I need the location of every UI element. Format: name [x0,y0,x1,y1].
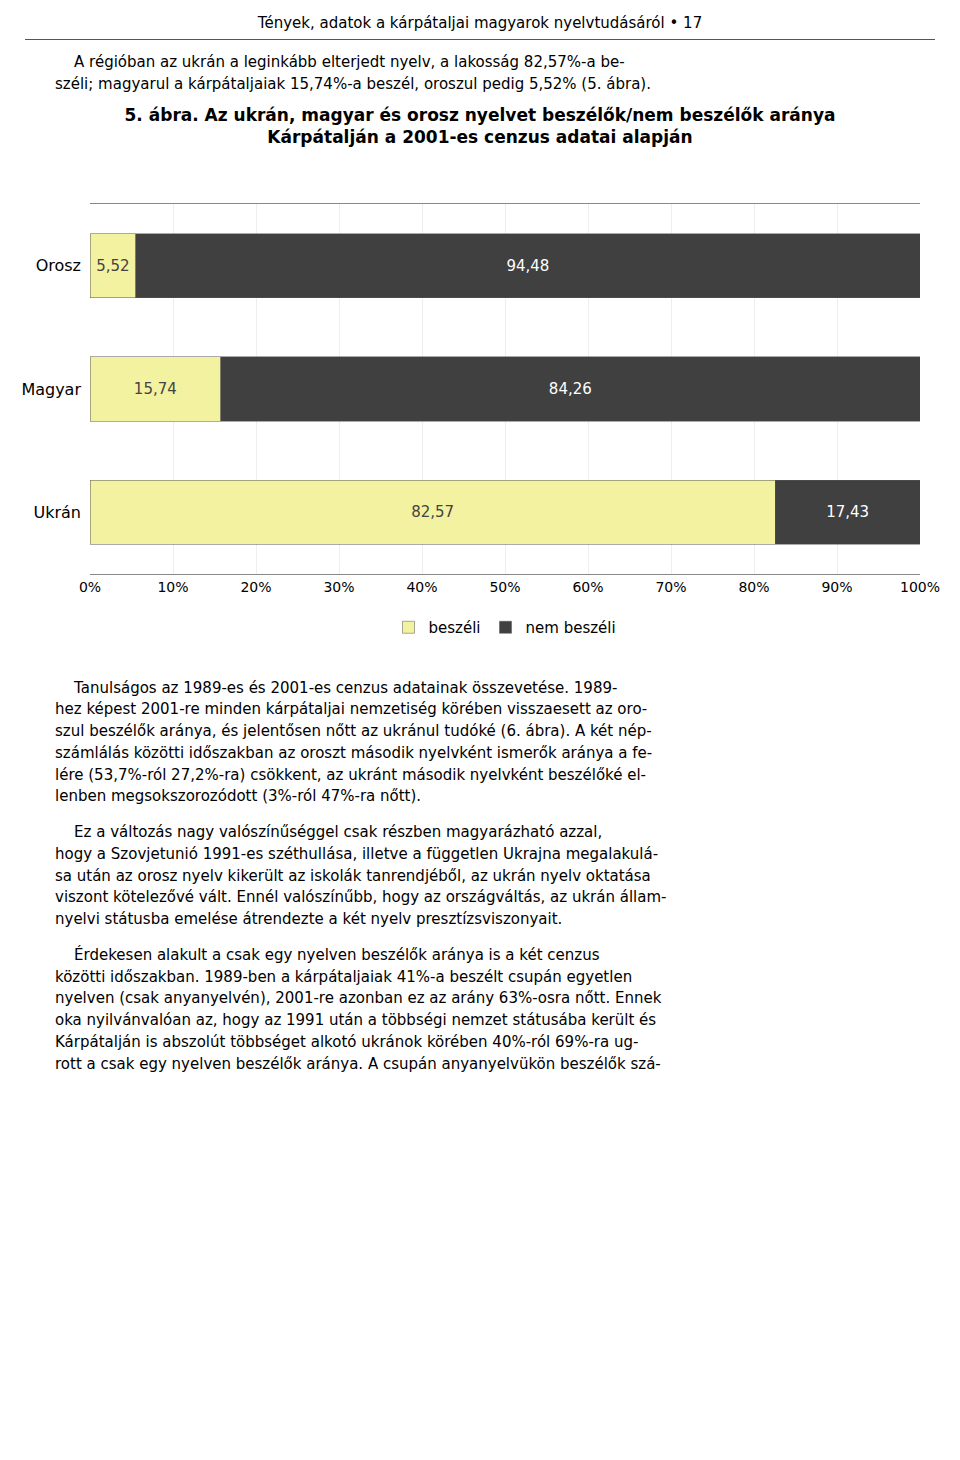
html-text:Tények, adatok a kárpátaljai m: Tények, adatok a kárpátaljai magyarok ny… [257,14,703,32]
svg-text:5,52: 5,52 [96,256,129,274]
svg-text:90%: 90% [821,578,852,594]
svg-text:nem beszéli: nem beszéli [526,619,616,637]
svg-text:50%: 50% [489,578,520,594]
svg-text:Magyar: Magyar [21,379,81,398]
svg-text:84,26: 84,26 [549,380,592,398]
svg-text:40%: 40% [406,578,437,594]
svg-text:20%: 20% [240,578,271,594]
svg-text:82,57: 82,57 [411,503,454,521]
svg-text:80%: 80% [738,578,769,594]
svg-text:70%: 70% [655,578,686,594]
svg-text:Ukrán: Ukrán [34,502,82,521]
html-text:Érdekesen alakult a csak egy n: Érdekesen alakult a csak egy nyelven bes… [55,945,662,1073]
svg-text:beszéli: beszéli [429,619,481,637]
svg-text:17,43: 17,43 [826,503,869,521]
svg-text:15,74: 15,74 [134,380,177,398]
svg-text:60%: 60% [572,578,603,594]
svg-text:Orosz: Orosz [36,256,81,275]
svg-text:30%: 30% [323,578,354,594]
svg-text:100%: 100% [900,578,940,594]
html-text:Tanulságos az 1989-es és 2001-: Tanulságos az 1989-es és 2001-es cenzus … [55,678,653,806]
svg-text:94,48: 94,48 [506,256,549,274]
svg-text:0%: 0% [79,578,101,594]
html-text:A régióban az ukrán a leginkáb: A régióban az ukrán a leginkább elterjed… [55,53,651,93]
html-text:Ez a változás nagy valószínűsé: Ez a változás nagy valószínűséggel csak … [55,823,667,928]
svg-text:10%: 10% [157,578,188,594]
svg-text:5. ábra. Az ukrán, magyar és o: 5. ábra. Az ukrán, magyar és orosz nyelv… [125,104,836,146]
